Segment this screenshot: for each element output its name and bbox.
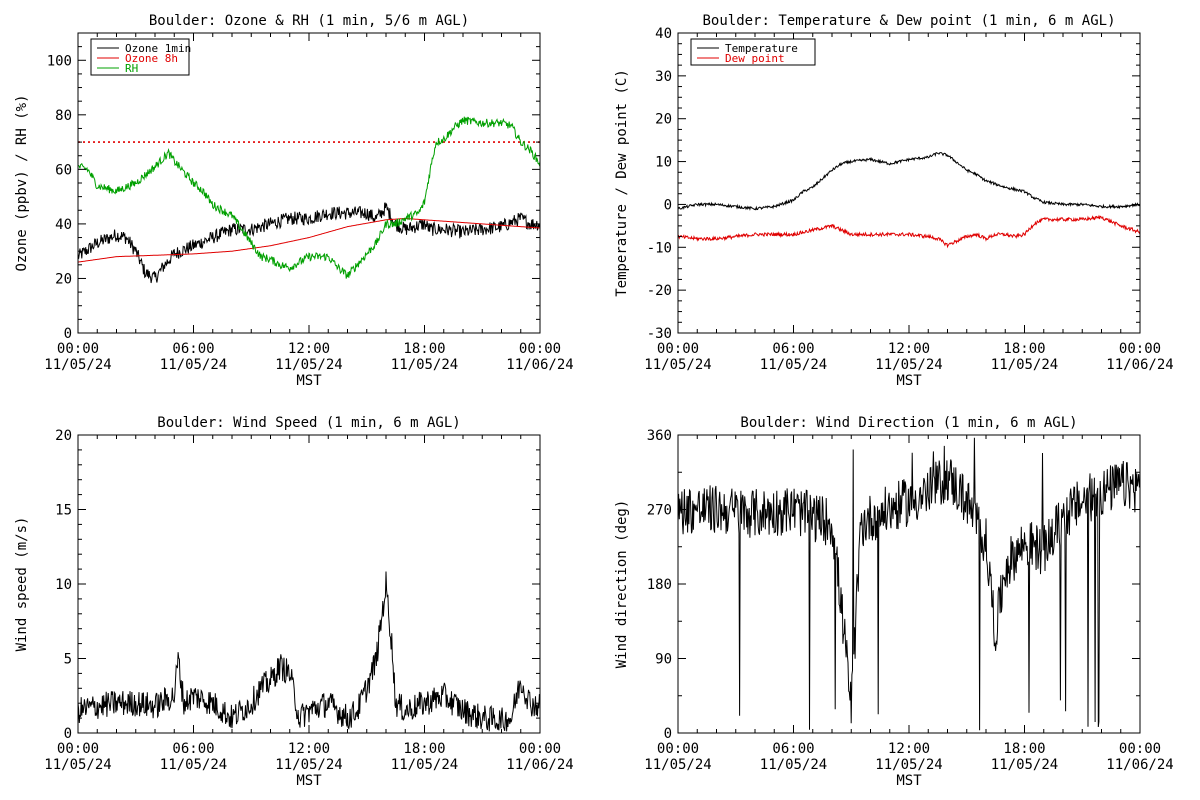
x-tick-label: 00:00 11/05/24 xyxy=(44,741,111,773)
y-tick-label: 80 xyxy=(55,108,72,124)
series-line-rh xyxy=(78,116,540,279)
x-tick-label: 12:00 11/05/24 xyxy=(875,341,942,373)
x-tick-label: 18:00 11/05/24 xyxy=(991,341,1058,373)
plot-frame xyxy=(677,434,1141,734)
y-tick-label: 180 xyxy=(647,577,672,593)
chart-title: Boulder: Ozone & RH (1 min, 5/6 m AGL) xyxy=(149,13,469,29)
x-tick-label: 00:00 11/06/24 xyxy=(1106,341,1173,373)
panel-wind-speed: Boulder: Wind Speed (1 min, 6 m AGL) Wind… xyxy=(14,415,574,789)
series-line-ozone-8h xyxy=(78,218,540,263)
y-tick-label: 10 xyxy=(655,155,672,171)
x-axis-label: MST xyxy=(896,773,922,789)
y-axis-label: Wind direction (deg) xyxy=(614,500,630,669)
y-tick-label: 10 xyxy=(55,577,72,593)
y-tick-label: -30 xyxy=(647,326,672,342)
y-tick-label: 15 xyxy=(55,503,72,519)
y-tick-label: 20 xyxy=(55,428,72,444)
x-tick-label: 00:00 11/05/24 xyxy=(644,741,711,773)
chart-title: Boulder: Wind Direction (1 min, 6 m AGL) xyxy=(740,415,1077,431)
x-tick-label: 06:00 11/05/24 xyxy=(760,741,827,773)
x-tick-label: 12:00 11/05/24 xyxy=(875,741,942,773)
legend-label: Dew point xyxy=(725,52,785,65)
legend-label: Ozone 8h xyxy=(125,52,178,65)
plot-frame xyxy=(77,434,541,734)
y-tick-label: 20 xyxy=(55,271,72,287)
x-tick-label: 06:00 11/05/24 xyxy=(160,741,227,773)
plot-frame xyxy=(677,32,1141,334)
series-line-series-0 xyxy=(78,571,540,732)
panel-wind-direction: Boulder: Wind Direction (1 min, 6 m AGL)… xyxy=(614,415,1174,789)
legend-label: Ozone 1min xyxy=(125,42,191,55)
legend-label: Temperature xyxy=(725,42,798,55)
y-tick-label: 60 xyxy=(55,162,72,178)
legend-box xyxy=(90,38,190,76)
x-tick-label: 00:00 11/05/24 xyxy=(644,341,711,373)
y-tick-label: 100 xyxy=(47,53,72,69)
y-tick-label: 360 xyxy=(647,428,672,444)
x-axis-label: MST xyxy=(296,773,322,789)
panel-temperature-dewpoint: Boulder: Temperature & Dew point (1 min,… xyxy=(614,13,1174,389)
x-tick-label: 00:00 11/06/24 xyxy=(506,741,573,773)
x-axis-label: MST xyxy=(296,373,322,389)
chart-title: Boulder: Wind Speed (1 min, 6 m AGL) xyxy=(157,415,460,431)
x-tick-label: 18:00 11/05/24 xyxy=(391,741,458,773)
series-line-dew-point xyxy=(678,214,1140,249)
x-tick-label: 06:00 11/05/24 xyxy=(160,341,227,373)
y-tick-label: 270 xyxy=(647,503,672,519)
y-tick-label: 5 xyxy=(64,652,72,668)
plot-frame xyxy=(77,32,541,334)
x-tick-label: 12:00 11/05/24 xyxy=(275,741,342,773)
y-tick-label: 20 xyxy=(655,112,672,128)
chart-title: Boulder: Temperature & Dew point (1 min,… xyxy=(702,13,1115,29)
series-line-ozone-1min xyxy=(78,202,540,284)
y-tick-label: 0 xyxy=(664,197,672,213)
y-tick-label: 0 xyxy=(664,726,672,742)
y-axis-label: Wind speed (m/s) xyxy=(14,517,30,652)
y-tick-label: 90 xyxy=(655,652,672,668)
y-tick-label: 30 xyxy=(655,69,672,85)
y-tick-label: 0 xyxy=(64,326,72,342)
x-tick-label: 06:00 11/05/24 xyxy=(760,341,827,373)
x-tick-label: 12:00 11/05/24 xyxy=(275,341,342,373)
legend-label: RH xyxy=(125,62,138,75)
series-line-temperature xyxy=(678,152,1140,211)
y-axis-label: Ozone (ppbv) / RH (%) xyxy=(14,94,30,271)
x-tick-label: 00:00 11/06/24 xyxy=(1106,741,1173,773)
y-tick-label: 0 xyxy=(64,726,72,742)
x-axis-label: MST xyxy=(896,373,922,389)
x-tick-label: 00:00 11/06/24 xyxy=(506,341,573,373)
y-tick-label: -20 xyxy=(647,283,672,299)
x-tick-label: 18:00 11/05/24 xyxy=(991,741,1058,773)
y-tick-label: -10 xyxy=(647,240,672,256)
series-line-series-0 xyxy=(678,437,1140,731)
x-tick-label: 18:00 11/05/24 xyxy=(391,341,458,373)
y-tick-label: 40 xyxy=(55,217,72,233)
y-axis-label: Temperature / Dew point (C) xyxy=(614,69,630,297)
y-tick-label: 40 xyxy=(655,26,672,42)
panel-ozone-rh: Boulder: Ozone & RH (1 min, 5/6 m AGL) Oz… xyxy=(14,13,574,389)
legend-box xyxy=(690,38,816,66)
x-tick-label: 00:00 11/05/24 xyxy=(44,341,111,373)
